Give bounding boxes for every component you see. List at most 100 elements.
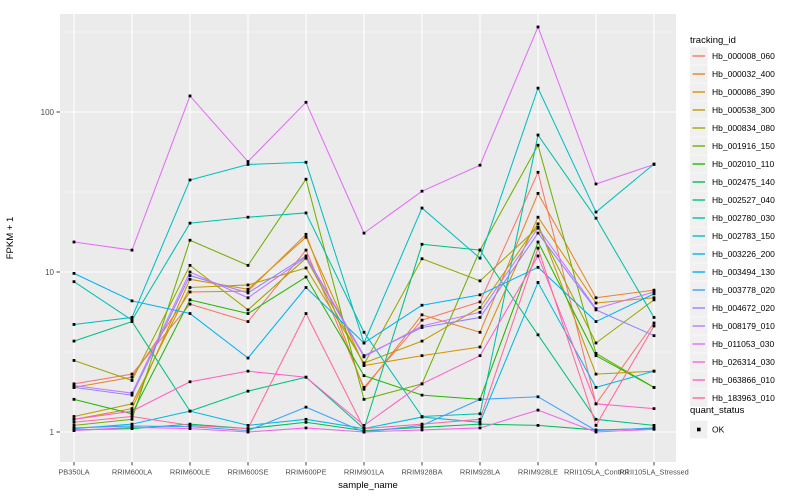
data-point-marker (420, 189, 424, 193)
data-point-marker (420, 425, 424, 429)
data-point-marker (536, 281, 540, 284)
data-point-marker (478, 354, 482, 358)
x-tick-label: RRIM928BA (401, 468, 442, 477)
data-point-marker (72, 429, 76, 433)
legend-item-label: Hb_008179_010 (712, 321, 775, 331)
data-point-marker (188, 290, 192, 294)
data-point-marker (536, 254, 540, 258)
data-point-marker (594, 210, 598, 214)
data-point-marker (652, 290, 656, 294)
data-point-marker (652, 321, 656, 325)
data-point-marker (72, 240, 76, 244)
data-point-marker (304, 232, 308, 236)
data-point-marker (72, 426, 76, 430)
data-point-marker (362, 427, 366, 431)
data-point-marker (304, 177, 308, 181)
data-point-marker (536, 333, 540, 337)
data-point-marker (536, 133, 540, 137)
data-point-marker (652, 334, 656, 338)
legend-item-label: Hb_002475_140 (712, 177, 775, 187)
data-point-marker (188, 380, 192, 384)
data-point-marker (652, 316, 656, 319)
data-point-marker (652, 386, 656, 389)
data-point-marker (246, 430, 250, 434)
legend-item-label: Hb_002010_110 (712, 159, 775, 169)
data-point-marker (420, 415, 424, 419)
data-point-marker (420, 257, 424, 261)
data-point-marker (246, 296, 250, 300)
data-point-marker (420, 303, 424, 307)
legend-item-label: Hb_002783_150 (712, 231, 775, 241)
data-point-marker (594, 402, 598, 406)
data-point-marker (478, 316, 482, 319)
data-point-marker (362, 423, 366, 427)
data-point-marker (478, 248, 482, 252)
data-point-marker (478, 256, 482, 260)
data-point-marker (420, 428, 424, 432)
data-point-marker (478, 310, 482, 314)
data-point-marker (594, 386, 598, 389)
legend-item-label: Hb_000032_400 (712, 69, 775, 79)
data-point-marker (188, 298, 192, 302)
data-point-marker (594, 296, 598, 300)
data-point-marker (362, 386, 366, 389)
legend-item-label: Hb_002780_030 (712, 213, 775, 223)
legend-item-label: Hb_003778_020 (712, 285, 775, 295)
x-tick-label: RRIM600SE (227, 468, 268, 477)
data-point-marker (362, 330, 366, 334)
legend-item-label: Hb_026314_030 (712, 357, 775, 367)
data-point-marker (594, 372, 598, 376)
data-point-marker (536, 86, 540, 90)
data-point-marker (246, 320, 250, 323)
data-point-marker (188, 312, 192, 315)
data-point-marker (420, 318, 424, 322)
data-point-marker (130, 393, 134, 397)
y-tick-label: 1 (50, 428, 55, 437)
y-tick-label: 100 (41, 108, 55, 117)
legend-item-label: Hb_003494_130 (712, 267, 775, 277)
data-point-marker (536, 143, 540, 147)
data-point-marker (304, 405, 308, 409)
data-point-marker (420, 393, 424, 397)
data-point-marker (188, 238, 192, 242)
data-point-marker (594, 320, 598, 323)
x-tick-label: RRIM901LA (344, 468, 384, 477)
x-tick-label: RRIM600PE (285, 468, 326, 477)
data-point-marker (304, 255, 308, 259)
data-point-marker (246, 308, 250, 312)
data-point-marker (130, 407, 134, 411)
data-point-marker (246, 283, 250, 287)
data-point-marker (652, 324, 656, 328)
data-point-marker (478, 412, 482, 416)
data-point-marker (188, 94, 192, 98)
data-point-marker (304, 160, 308, 164)
data-point-marker (130, 379, 134, 382)
data-point-marker (652, 296, 656, 300)
data-point-marker (72, 386, 76, 389)
data-point-marker (304, 211, 308, 215)
data-point-marker (246, 160, 250, 163)
data-point-marker (246, 389, 250, 393)
data-point-marker (72, 397, 76, 401)
data-point-marker (246, 287, 250, 291)
x-axis-title: sample_name (338, 480, 398, 491)
data-point-marker (594, 423, 598, 427)
y-axis-title: FPKM + 1 (5, 217, 16, 260)
data-point-marker (188, 423, 192, 427)
data-point-marker (536, 423, 540, 427)
data-point-marker (478, 300, 482, 304)
data-point-marker (478, 293, 482, 297)
data-point-marker (130, 415, 134, 418)
data-point-marker (362, 430, 366, 434)
data-point-marker (72, 280, 76, 284)
data-point-marker (478, 420, 482, 424)
data-point-marker (652, 288, 656, 292)
data-point-marker (304, 417, 308, 421)
data-point-marker (536, 25, 540, 29)
data-point-marker (72, 415, 76, 418)
legend-item-label: Hb_003226_200 (712, 249, 775, 259)
data-point-marker (246, 263, 250, 267)
data-point-marker (188, 409, 192, 413)
data-point-marker (362, 374, 366, 378)
